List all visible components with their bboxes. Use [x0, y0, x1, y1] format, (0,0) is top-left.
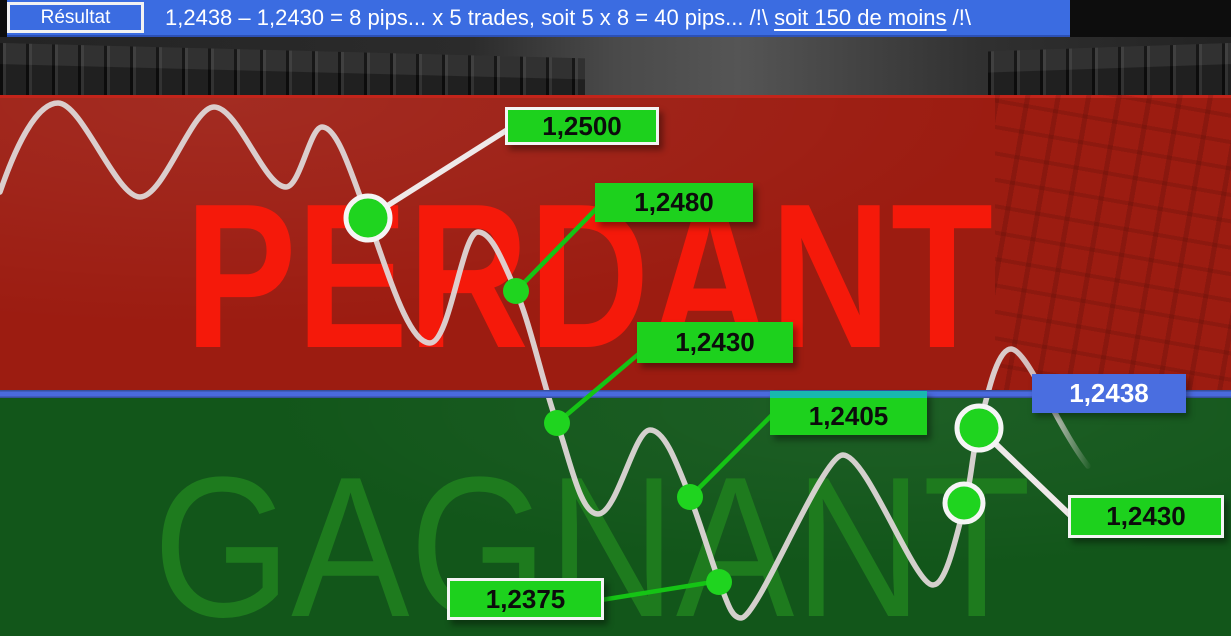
marker-exit-12438	[954, 403, 1004, 453]
price-label-12430-right-text: 1,2430	[1106, 501, 1186, 531]
price-line	[0, 100, 1091, 621]
result-formula: 1,2438 – 1,2430 = 8 pips... x 5 trades, …	[165, 0, 971, 35]
marker-12480	[503, 278, 529, 304]
marker-12430	[544, 410, 570, 436]
price-label-12405: 1,2405	[770, 391, 927, 435]
zone-boundary-line	[0, 391, 1231, 397]
connector-12405	[688, 413, 774, 499]
price-label-12405-text: 1,2405	[808, 401, 889, 431]
formula-text-underlined: soit 150 de moins	[774, 4, 947, 30]
formula-text-after: /!\	[946, 4, 971, 30]
marker-12405	[677, 484, 703, 510]
price-label-12375: 1,2375	[447, 578, 604, 620]
losing-zone-texture	[995, 95, 1231, 393]
connector-12480	[514, 204, 601, 293]
formula-text-before: 1,2438 – 1,2430 = 8 pips... x 5 trades, …	[165, 4, 775, 30]
marker-exit-12430	[942, 481, 986, 525]
price-label-12430-mid: 1,2430	[637, 322, 793, 363]
result-bar: Résultat 1,2438 – 1,2430 = 8 pips... x 5…	[7, 0, 1070, 37]
losing-zone	[0, 95, 1231, 393]
zone-boundary-edge-top	[0, 390, 1231, 392]
keyboard-photo-strip	[0, 37, 1231, 111]
connector-12375	[600, 578, 720, 603]
result-label: Résultat	[40, 6, 111, 28]
price-label-12500-text: 1,2500	[542, 110, 622, 141]
price-label-12375-text: 1,2375	[485, 583, 566, 614]
price-label-12430-right: 1,2430	[1068, 495, 1224, 538]
marker-12375	[706, 569, 732, 595]
price-label-12500: 1,2500	[505, 107, 659, 145]
price-label-12480: 1,2480	[595, 183, 753, 222]
zone-boundary-edge-bottom	[0, 396, 1231, 398]
price-label-12438-text: 1,2438	[1069, 378, 1149, 408]
result-label-box: Résultat	[7, 2, 144, 33]
price-label-12430-mid-text: 1,2430	[675, 327, 755, 357]
price-label-12480-text: 1,2480	[634, 187, 714, 217]
losing-zone-word: PERDANT	[185, 161, 993, 391]
connector-12430-mid	[555, 350, 643, 425]
connector-12500	[366, 127, 509, 221]
marker-12500	[343, 193, 393, 243]
price-label-12438: 1,2438	[1032, 374, 1186, 413]
